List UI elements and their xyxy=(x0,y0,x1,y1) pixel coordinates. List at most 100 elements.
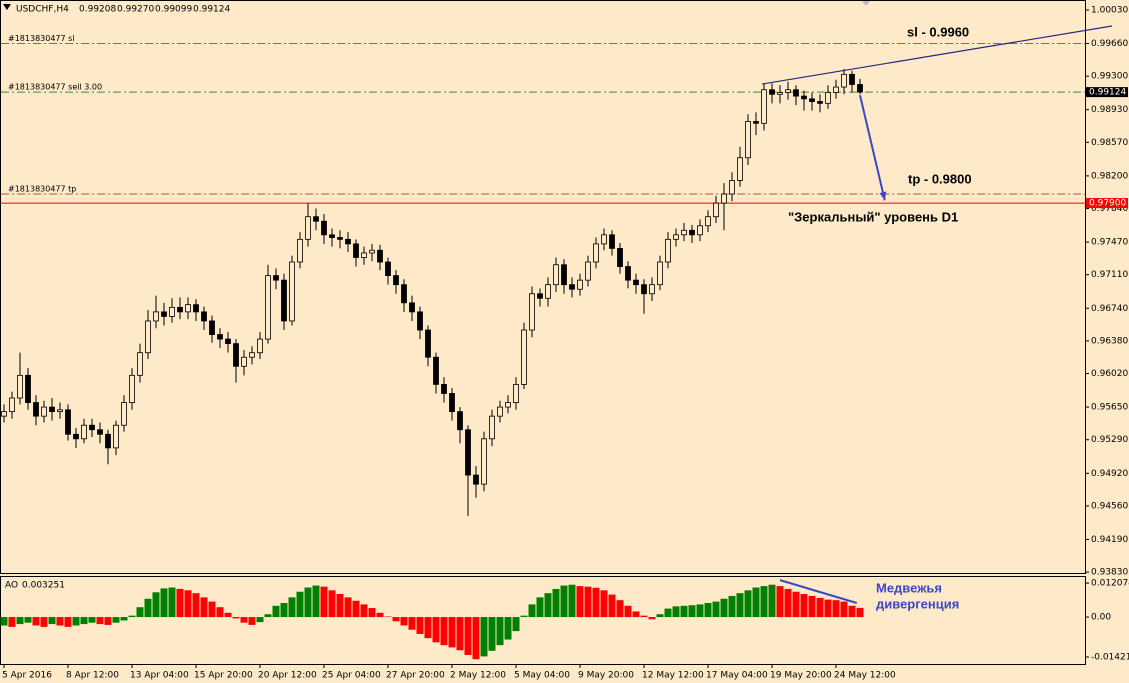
candle-body xyxy=(825,92,831,104)
y-tick-label: 0.95290 xyxy=(1091,435,1128,445)
ao-bar xyxy=(200,597,208,618)
candle-body xyxy=(697,225,703,236)
candle-body xyxy=(369,249,375,254)
candle-body xyxy=(497,406,503,417)
ao-bar xyxy=(768,584,776,618)
candle-body xyxy=(17,374,23,399)
candle-body xyxy=(105,433,111,449)
ao-bar xyxy=(792,591,800,618)
candle-body xyxy=(233,343,239,367)
quote: 0.99124 xyxy=(193,5,230,15)
ao-bar xyxy=(816,597,824,618)
order-label: #1813830477 sell 3.00 xyxy=(8,83,102,92)
y-tick-label: 0.97470 xyxy=(1091,238,1128,248)
symbol-title: USDCHF,H4 xyxy=(16,5,69,15)
ao-bar xyxy=(120,617,128,621)
ao-bar xyxy=(784,588,792,618)
ao-bar xyxy=(136,607,144,618)
candle-body xyxy=(689,229,695,236)
candle-body xyxy=(649,284,655,295)
candle-body xyxy=(601,234,607,245)
ao-bar xyxy=(248,617,256,625)
candle-body xyxy=(785,89,791,93)
candle-body xyxy=(553,264,559,286)
candle-body xyxy=(857,84,863,93)
ao-bar xyxy=(600,590,608,618)
ao-bar xyxy=(480,617,488,657)
menu-triangle[interactable] xyxy=(3,4,11,10)
ao-bar xyxy=(56,617,64,626)
arrow-head xyxy=(879,191,887,201)
ao-bar xyxy=(808,595,816,618)
ao-bar xyxy=(32,617,40,626)
candle-body xyxy=(593,243,599,263)
candle-body xyxy=(409,302,415,313)
candle-body xyxy=(73,433,79,440)
candle-body xyxy=(489,415,495,440)
ao-bar xyxy=(336,593,344,618)
ao-bar xyxy=(240,617,248,623)
candle-body xyxy=(849,73,855,85)
ao-bar xyxy=(848,605,856,618)
candle-body xyxy=(193,304,199,313)
ao-bar xyxy=(312,585,320,618)
last-price-label: 0.99124 xyxy=(1089,88,1126,98)
ao-bar xyxy=(376,612,384,618)
candle-body xyxy=(761,89,767,124)
y-tick-label: 0.96380 xyxy=(1091,336,1128,346)
ao-bar xyxy=(392,617,400,622)
ao-bar xyxy=(840,601,848,618)
candle-body xyxy=(561,264,567,286)
candle-body xyxy=(249,352,255,358)
candle-body xyxy=(257,338,263,354)
ao-bar xyxy=(296,591,304,618)
candle-body xyxy=(417,311,423,331)
candle-body xyxy=(681,229,687,236)
ao-bar xyxy=(712,601,720,618)
ao-bar xyxy=(0,617,8,626)
ao-bar xyxy=(216,607,224,618)
ao-bar xyxy=(128,615,136,618)
y-tick-label: 1.00030 xyxy=(1091,5,1128,15)
trendline xyxy=(761,25,1113,85)
ao-bar xyxy=(280,602,288,618)
candle-body xyxy=(169,306,175,317)
candle-body xyxy=(441,384,447,394)
ao-bar xyxy=(456,617,464,651)
ao-bar xyxy=(48,617,56,625)
ao-bar xyxy=(224,612,232,618)
last-price-box xyxy=(1086,87,1128,98)
candle-body xyxy=(161,311,167,317)
candle-body xyxy=(833,86,839,93)
ao-bar xyxy=(384,616,392,618)
ao-bar xyxy=(72,617,80,626)
candle-body xyxy=(425,329,431,358)
ao-bar xyxy=(528,604,536,618)
x-tick-label: 15 Apr 20:00 xyxy=(194,671,253,681)
x-tick-label: 9 May 20:00 xyxy=(578,671,634,681)
ao-bar xyxy=(832,600,840,618)
x-tick-label: 13 Apr 04:00 xyxy=(130,671,189,681)
ao-title: AO xyxy=(5,581,18,591)
y-tick-label: 0.98930 xyxy=(1091,105,1128,115)
candle-body xyxy=(97,429,103,435)
candle-body xyxy=(321,220,327,236)
ao-bar xyxy=(40,617,48,627)
ao-bar xyxy=(568,584,576,618)
candle-body xyxy=(41,406,47,417)
ao-bar xyxy=(352,600,360,618)
candle-body xyxy=(89,424,95,431)
quote: 0.99099 xyxy=(155,5,192,15)
candle-body xyxy=(121,402,127,426)
candle-body xyxy=(385,261,391,277)
candle-body xyxy=(57,409,63,413)
candle-body xyxy=(737,157,743,181)
x-tick-label: 5 Apr 2016 xyxy=(2,671,52,681)
ao-bar xyxy=(856,607,864,618)
ao-bar xyxy=(688,605,696,618)
candle-body xyxy=(217,334,223,340)
candle-body xyxy=(129,374,135,403)
y-tick-label: 0.99300 xyxy=(1091,72,1128,82)
ao-bar xyxy=(80,617,88,625)
